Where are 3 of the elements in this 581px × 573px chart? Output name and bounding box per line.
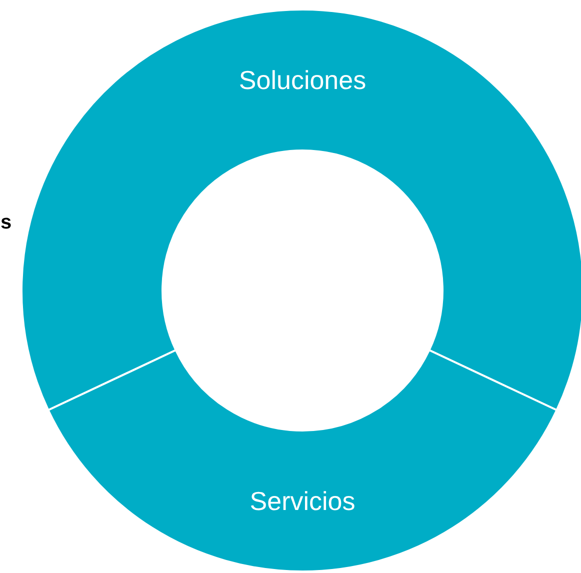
text: s <box>0 212 12 234</box>
slice-label: Soluciones <box>238 65 366 95</box>
slice-label: Servicios <box>250 486 356 516</box>
